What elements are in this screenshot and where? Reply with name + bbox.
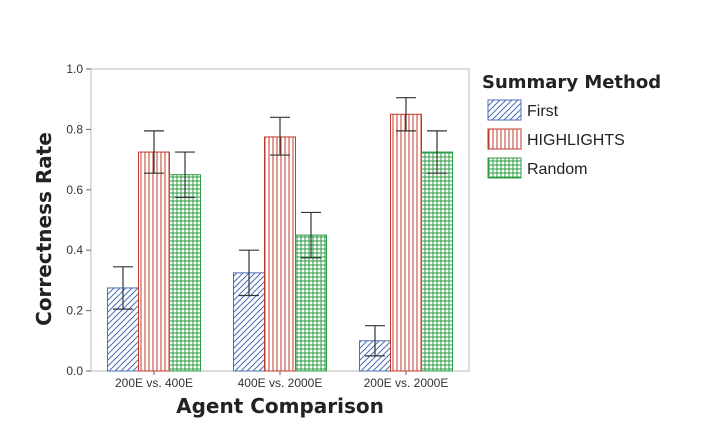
legend-swatch-random xyxy=(487,157,522,179)
x-tick-label: 200E vs. 2000E xyxy=(364,376,449,390)
bar-random-2 xyxy=(421,151,453,372)
x-axis-title: Agent Comparison xyxy=(176,394,384,418)
y-axis-ticks: 0.0 0.2 0.4 0.6 0.8 1.0 xyxy=(66,62,91,378)
legend-swatch-first xyxy=(487,99,522,121)
legend-title: Summary Method xyxy=(482,72,661,93)
bar-highlights-1 xyxy=(264,136,296,372)
bar-highlights-0 xyxy=(138,151,170,372)
bar-highlights-2 xyxy=(390,113,422,372)
y-tick-label: 0.8 xyxy=(66,122,83,136)
y-axis-title: Correctness Rate xyxy=(32,132,56,326)
bar-random-0 xyxy=(169,174,201,372)
y-tick-label: 0.0 xyxy=(66,364,83,378)
x-tick-label: 400E vs. 2000E xyxy=(238,376,323,390)
legend-label-first: First xyxy=(527,103,559,120)
legend-label-random: Random xyxy=(527,161,587,178)
y-tick-label: 1.0 xyxy=(66,62,83,76)
y-tick-label: 0.6 xyxy=(66,183,83,197)
x-axis-ticks: 200E vs. 400E 400E vs. 2000E 200E vs. 2000… xyxy=(115,371,448,390)
y-tick-label: 0.2 xyxy=(66,304,83,318)
x-tick-label: 200E vs. 400E xyxy=(115,376,193,390)
legend-label-highlights: HIGHLIGHTS xyxy=(527,132,625,149)
legend: Summary Method First HIGHLIGHTS Random xyxy=(482,72,661,179)
error-bars-group xyxy=(113,97,447,357)
legend-swatch-highlights xyxy=(487,128,522,150)
y-tick-label: 0.4 xyxy=(66,243,83,257)
